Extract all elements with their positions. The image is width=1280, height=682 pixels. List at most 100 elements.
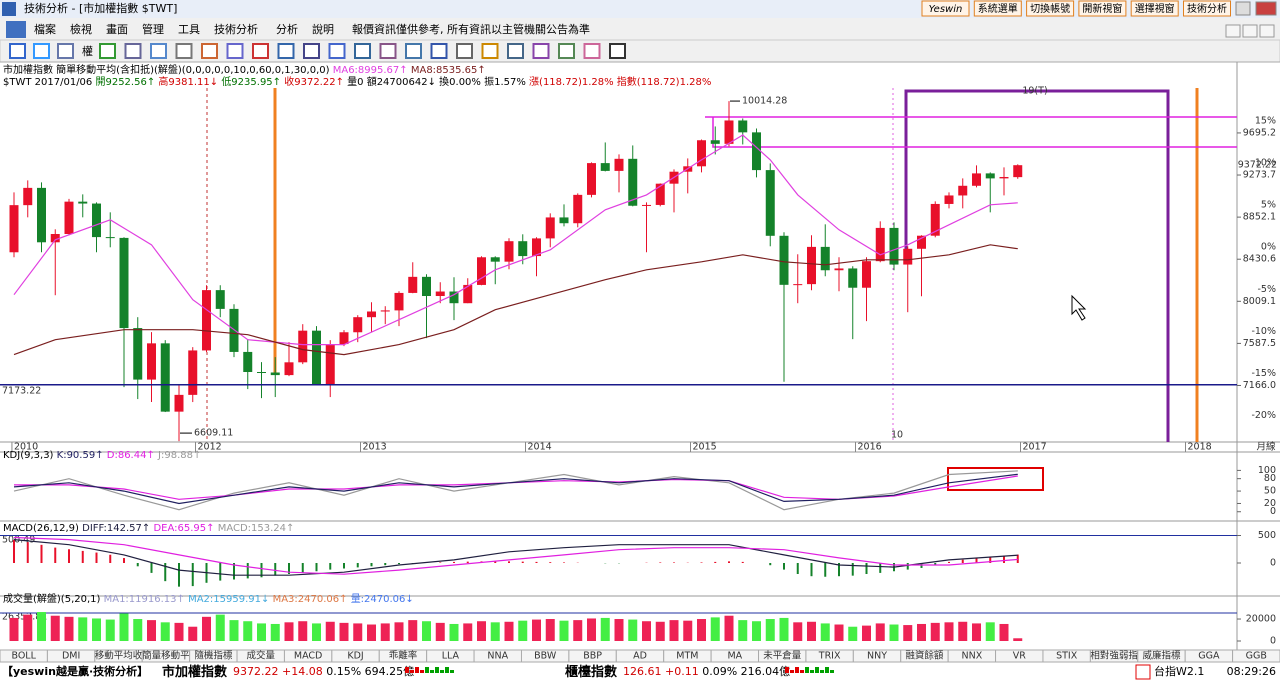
- tool-icon[interactable]: [481, 43, 499, 59]
- tool-icon[interactable]: [57, 43, 74, 59]
- indicator-line: [13, 536, 1018, 575]
- volume-bar: [889, 624, 899, 641]
- x-tick-label: 2010: [14, 442, 38, 453]
- tool-icon[interactable]: [150, 43, 167, 59]
- tab-label[interactable]: 簡量移動平: [142, 650, 190, 662]
- tab-label[interactable]: 乖離率: [389, 650, 418, 662]
- minimize[interactable]: [1235, 1, 1251, 16]
- tab-label[interactable]: 未平倉量: [763, 650, 802, 662]
- tab-label[interactable]: LLA: [442, 651, 460, 662]
- tool-icon[interactable]: [303, 43, 320, 59]
- tool-icon[interactable]: [124, 43, 142, 59]
- tool-icon[interactable]: [226, 43, 244, 59]
- menu-item[interactable]: 檢視: [70, 22, 92, 36]
- tab-label[interactable]: MTM: [676, 651, 698, 662]
- tab-label[interactable]: 隨機指標: [194, 650, 233, 662]
- title-button-label[interactable]: 開新視窗: [1082, 2, 1122, 15]
- candle-body: [257, 372, 266, 374]
- tool-icon[interactable]: [277, 43, 295, 59]
- candle-body: [422, 276, 431, 297]
- tab-label[interactable]: BBP: [583, 651, 602, 662]
- tool-icon[interactable]: [558, 43, 575, 59]
- tab-label[interactable]: NNX: [961, 651, 982, 662]
- title-button[interactable]: [1130, 0, 1179, 17]
- title-button[interactable]: [921, 0, 970, 17]
- tool-icon[interactable]: [354, 43, 371, 59]
- tab-label[interactable]: GGB: [1246, 651, 1267, 662]
- menu-item[interactable]: 說明: [312, 22, 334, 36]
- menu-item[interactable]: 檔案: [34, 22, 56, 36]
- menu-item[interactable]: 工具: [178, 23, 200, 36]
- tab-label[interactable]: BBW: [534, 651, 557, 662]
- tool-icon[interactable]: [175, 43, 193, 59]
- status-brand: 【yeswin越是贏·技術分析】: [2, 664, 148, 678]
- tab-label[interactable]: GGA: [1198, 651, 1220, 662]
- tab-label[interactable]: AD: [633, 651, 647, 662]
- title-button[interactable]: [973, 0, 1022, 17]
- x-tick-label: 2012: [198, 442, 222, 453]
- menu-item[interactable]: 技術分析: [214, 22, 258, 36]
- tool-icon[interactable]: [583, 43, 601, 59]
- tool-icon[interactable]: [252, 43, 269, 59]
- title-button-label[interactable]: 系統選單: [978, 2, 1018, 15]
- tab-label[interactable]: 移動平均收: [95, 650, 143, 662]
- tool-icon[interactable]: [201, 43, 218, 59]
- tool-icon[interactable]: [99, 43, 116, 59]
- tab-label[interactable]: 威廉指標: [1142, 650, 1181, 662]
- mdi-controls[interactable]: [1225, 24, 1275, 38]
- tab-label[interactable]: NNY: [867, 651, 887, 662]
- title-button-label[interactable]: 選擇視窗: [1135, 2, 1175, 15]
- tool-icon[interactable]: [379, 43, 397, 59]
- toolbar-label[interactable]: 權: [82, 45, 93, 58]
- mdi-close[interactable]: [1259, 24, 1275, 38]
- candle-body: [160, 343, 170, 412]
- close[interactable]: [1255, 1, 1277, 16]
- mdi-minimize[interactable]: [1225, 24, 1241, 38]
- candle-body: [408, 276, 418, 293]
- volume-bar: [875, 623, 885, 641]
- tab-label[interactable]: NNA: [487, 651, 508, 662]
- tab-label[interactable]: BOLL: [11, 651, 36, 662]
- volume-bar: [477, 621, 486, 641]
- volume-bar: [50, 615, 60, 641]
- volume-bar: [133, 619, 143, 641]
- info-part: 量:2470.06↓: [351, 593, 414, 605]
- tool-icon[interactable]: [430, 43, 448, 59]
- candle-body: [463, 284, 473, 304]
- tab-label[interactable]: 相對強弱指: [1090, 650, 1138, 662]
- tab-label[interactable]: TRIX: [818, 651, 841, 662]
- volume-bar: [738, 620, 748, 641]
- window-controls[interactable]: [1235, 1, 1277, 16]
- indicator-line: [13, 470, 1018, 511]
- mdi-restore[interactable]: [1242, 24, 1258, 38]
- title-button-label[interactable]: 切換帳號: [1030, 2, 1070, 15]
- title-button[interactable]: [1078, 0, 1127, 17]
- info-part: MACD(26,12,9): [3, 523, 82, 534]
- tab-label[interactable]: 成交量: [246, 650, 275, 662]
- candle-body: [655, 183, 665, 205]
- tool-icon[interactable]: [532, 43, 550, 59]
- title-button[interactable]: [1183, 0, 1231, 17]
- tab-label[interactable]: VR: [1013, 651, 1026, 662]
- tool-icon[interactable]: [609, 43, 626, 59]
- tool-icon[interactable]: [507, 43, 524, 59]
- candle-body: [958, 185, 968, 196]
- tool-icon[interactable]: [405, 43, 422, 59]
- tab-label[interactable]: 融資餘額: [905, 650, 944, 662]
- tab-label[interactable]: STIX: [1056, 651, 1078, 662]
- menu-item[interactable]: 畫面: [106, 22, 128, 36]
- title-button-label[interactable]: 技術分析: [1187, 2, 1227, 15]
- tool-icon[interactable]: [9, 43, 26, 59]
- tab-label[interactable]: KDJ: [347, 651, 363, 662]
- tab-label[interactable]: MA: [727, 651, 742, 662]
- tool-icon[interactable]: [33, 43, 50, 59]
- tab-label[interactable]: DMI: [62, 651, 80, 662]
- menu-item[interactable]: 分析: [276, 22, 298, 36]
- tab[interactable]: [1232, 649, 1280, 663]
- tool-icon[interactable]: [328, 43, 346, 59]
- title-button-label[interactable]: Yeswin: [929, 4, 963, 15]
- tool-icon[interactable]: [456, 43, 473, 59]
- menu-item[interactable]: 管理: [142, 22, 164, 36]
- title-button[interactable]: [1026, 0, 1075, 17]
- tab-label[interactable]: MACD: [294, 651, 322, 662]
